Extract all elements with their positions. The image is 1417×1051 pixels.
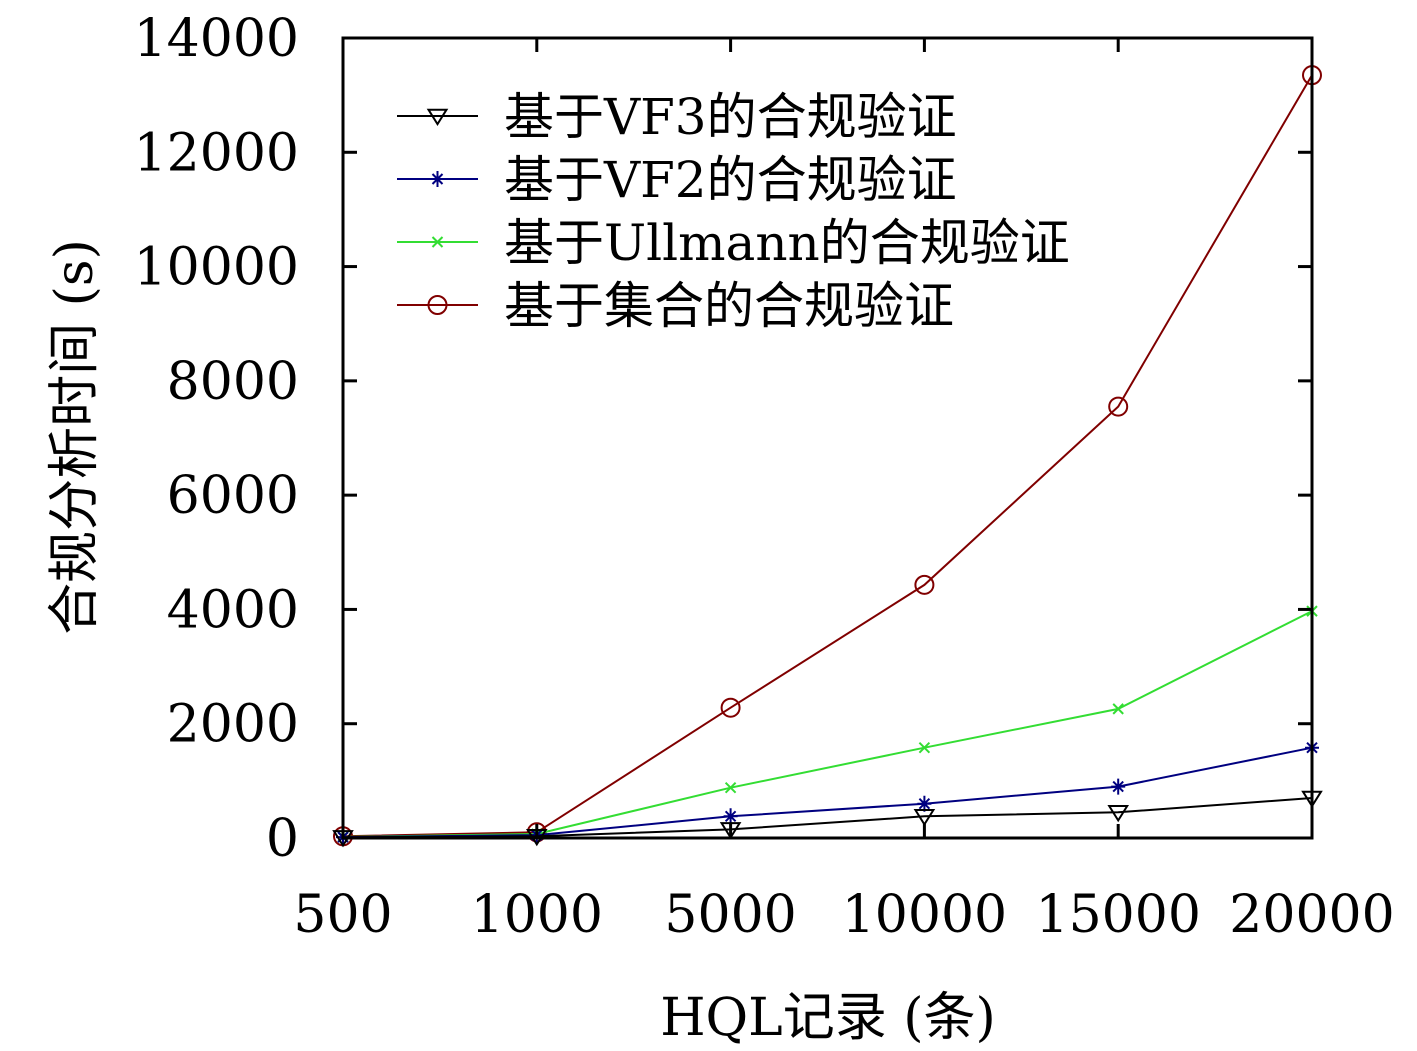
data-point bbox=[917, 795, 932, 812]
series-line bbox=[342, 797, 1313, 839]
legend-marker bbox=[430, 171, 445, 187]
series-line bbox=[342, 746, 1313, 839]
data-point bbox=[913, 808, 936, 827]
data-point bbox=[1107, 804, 1130, 823]
x-tick-label: 1000 bbox=[471, 885, 603, 945]
data-point bbox=[719, 822, 742, 840]
data-point bbox=[914, 574, 935, 595]
axes: 0 2000 4000 6000 8000 10000 12000 14000 500 1000 5… bbox=[134, 9, 1395, 945]
data-point bbox=[1111, 778, 1126, 795]
data-point bbox=[1108, 396, 1129, 417]
data-point bbox=[918, 742, 931, 754]
x-tick-label: 5000 bbox=[664, 885, 796, 945]
data-point bbox=[724, 782, 737, 794]
legend: 基于VF3的合规验证基于VF2的合规验证基于Ullmann的合规验证基于集合的合… bbox=[397, 88, 1070, 335]
legend-label: 基于VF3的合规验证 bbox=[504, 88, 957, 146]
plot-frame bbox=[341, 36, 1314, 840]
series-line bbox=[342, 610, 1313, 838]
legend-marker bbox=[427, 295, 448, 315]
legend-label: 基于集合的合规验证 bbox=[504, 277, 954, 335]
x-tick-label: 10000 bbox=[842, 885, 1007, 945]
legend-marker bbox=[426, 108, 449, 126]
legend-label: 基于VF2的合规验证 bbox=[504, 151, 957, 209]
legend-marker bbox=[431, 236, 444, 248]
x-axis-title: HQL记录 (条) bbox=[660, 988, 996, 1048]
x-tick-label: 500 bbox=[293, 885, 392, 945]
x-tick-label: 20000 bbox=[1229, 885, 1394, 945]
series-line bbox=[342, 74, 1313, 838]
data-point bbox=[720, 697, 741, 718]
data-point bbox=[723, 808, 738, 825]
x-tick-label: 15000 bbox=[1035, 885, 1200, 945]
y-axis-title: 合规分析时间 (s) bbox=[45, 239, 105, 635]
y-tick-label: 10000 bbox=[134, 238, 299, 298]
y-tick-label: 6000 bbox=[167, 466, 299, 526]
y-tick-label: 0 bbox=[266, 809, 299, 869]
y-tick-label: 8000 bbox=[167, 352, 299, 412]
y-tick-label: 4000 bbox=[167, 580, 299, 640]
legend-label: 基于Ullmann的合规验证 bbox=[504, 214, 1070, 272]
y-tick-label: 12000 bbox=[134, 123, 299, 183]
data-point bbox=[1112, 703, 1124, 715]
y-tick-label: 2000 bbox=[167, 695, 299, 755]
y-tick-label: 14000 bbox=[134, 9, 299, 69]
